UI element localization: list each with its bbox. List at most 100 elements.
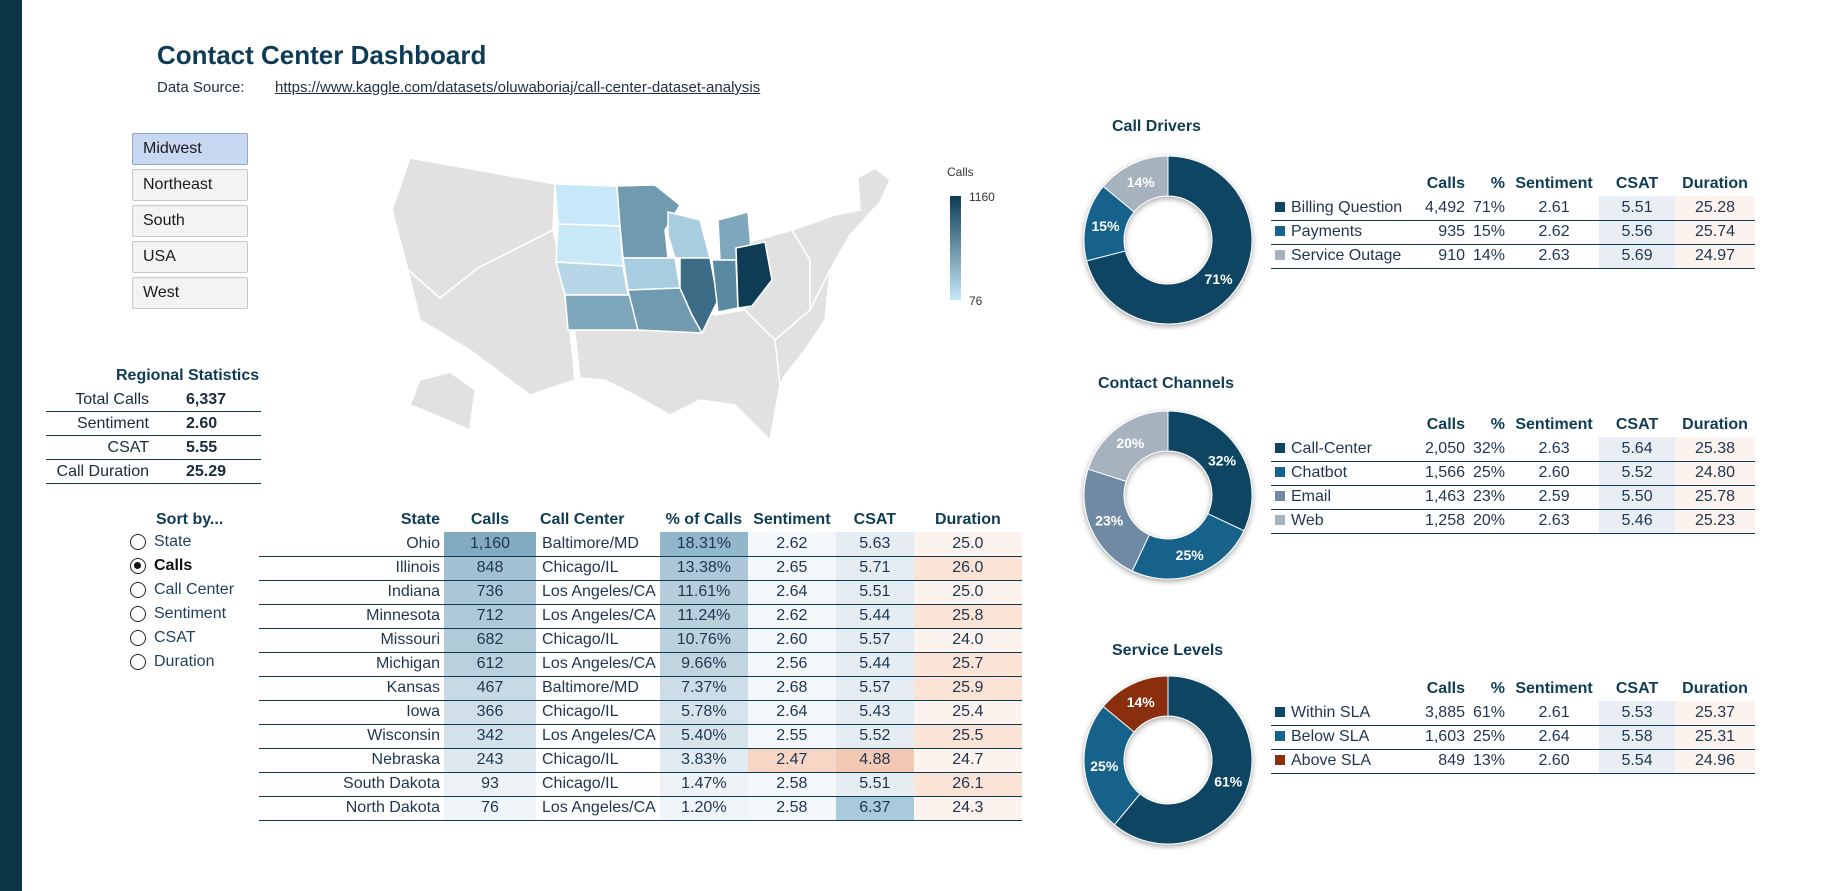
segment-col-header: CSAT bbox=[1615, 175, 1659, 192]
stat-label: CSAT bbox=[107, 439, 149, 456]
radio-circle[interactable] bbox=[130, 534, 146, 550]
donut-label: 25% bbox=[1176, 547, 1205, 563]
radio-circle[interactable] bbox=[130, 654, 146, 670]
segment-col-header: Sentiment bbox=[1515, 416, 1593, 433]
cell-duration: 24.97 bbox=[1675, 244, 1756, 269]
table-row: Minnesota 712 Los Angeles/CA 11.24% 2.62 5.44… bbox=[259, 604, 1022, 629]
donut-slice bbox=[1113, 675, 1253, 845]
donut-slice bbox=[1086, 155, 1253, 325]
region-slicer-west[interactable]: West bbox=[132, 277, 248, 309]
stat-label: Call Duration bbox=[56, 463, 149, 480]
region-slicer-usa[interactable]: USA bbox=[132, 241, 248, 273]
cell-pct: 15% bbox=[1469, 220, 1510, 245]
cell-pct-calls: 10.76% bbox=[659, 628, 748, 653]
cell-calls: 1,566 bbox=[1411, 461, 1469, 486]
cell-duration: 26.1 bbox=[913, 772, 1022, 797]
cell-pct: 71% bbox=[1469, 196, 1510, 221]
map-legend-max: 1160 bbox=[969, 190, 995, 204]
cell-call-center: Los Angeles/CA bbox=[536, 580, 660, 605]
map-southeast bbox=[774, 269, 831, 388]
segment-label: Payments bbox=[1291, 223, 1363, 240]
cell-csat: 5.51 bbox=[835, 580, 914, 605]
region-slicer-midwest[interactable]: Midwest bbox=[132, 133, 248, 165]
donut-label: 25% bbox=[1090, 758, 1119, 774]
state-table: State Calls Call Center % of Calls Senti… bbox=[259, 508, 1022, 821]
table-row: Service Outage 910 14% 2.63 5.69 24.97 bbox=[1271, 244, 1756, 269]
segment-header-row: Calls% Sentiment CSAT Duration bbox=[1271, 677, 1755, 701]
donut-label: 23% bbox=[1095, 512, 1124, 528]
region-slicer-south[interactable]: South bbox=[132, 205, 248, 237]
segment-label: Chatbot bbox=[1291, 464, 1348, 481]
cell-call-center: Los Angeles/CA bbox=[536, 724, 660, 749]
cell-duration: 24.3 bbox=[913, 796, 1022, 821]
cell-sentiment: 2.65 bbox=[747, 556, 836, 581]
radio-circle[interactable] bbox=[130, 606, 146, 622]
sort-option-calls[interactable]: Calls bbox=[130, 557, 192, 575]
cell-duration: 25.0 bbox=[913, 532, 1022, 557]
cell-calls: 342 bbox=[444, 724, 536, 749]
region-slicer-northeast[interactable]: Northeast bbox=[132, 169, 248, 201]
cell-duration: 25.0 bbox=[913, 580, 1022, 605]
map-legend-title: Calls bbox=[947, 165, 974, 179]
cell-sentiment: 2.56 bbox=[747, 652, 836, 677]
cell-csat: 5.63 bbox=[835, 532, 914, 557]
cell-call-center: Baltimore/MD bbox=[536, 532, 660, 557]
table-row: Wisconsin 342 Los Angeles/CA 5.40% 2.55 5.52 2… bbox=[259, 724, 1022, 749]
sort-option-sentiment[interactable]: Sentiment bbox=[130, 605, 226, 623]
cell-sentiment: 2.60 bbox=[1509, 461, 1600, 486]
radio-label: Calls bbox=[154, 557, 193, 574]
sort-option-duration[interactable]: Duration bbox=[130, 653, 214, 671]
cell-duration: 25.37 bbox=[1675, 701, 1756, 726]
donut-label: 14% bbox=[1127, 694, 1156, 710]
cell-sentiment: 2.55 bbox=[747, 724, 836, 749]
cell-pct-calls: 11.61% bbox=[659, 580, 748, 605]
sort-option-state[interactable]: State bbox=[130, 533, 191, 551]
cell-csat: 5.57 bbox=[835, 676, 914, 701]
cell-sentiment: 2.58 bbox=[747, 796, 836, 821]
cell-sentiment: 2.61 bbox=[1509, 196, 1600, 221]
cell-csat: 6.37 bbox=[835, 796, 914, 821]
segment-col-header: Duration bbox=[1682, 175, 1748, 192]
cell-pct-calls: 7.37% bbox=[659, 676, 748, 701]
cell-duration: 24.0 bbox=[913, 628, 1022, 653]
stat-call-duration: Call Duration 25.29 bbox=[46, 460, 261, 484]
table-row: Within SLA 3,885 61% 2.61 5.53 25.37 bbox=[1271, 701, 1756, 726]
legend-swatch bbox=[1275, 515, 1285, 525]
radio-label: Duration bbox=[154, 653, 215, 670]
cell-csat: 5.56 bbox=[1599, 220, 1676, 245]
cell-csat: 5.50 bbox=[1599, 485, 1676, 510]
segment-col-header: Calls bbox=[1426, 416, 1465, 433]
cell-sentiment: 2.64 bbox=[747, 580, 836, 605]
data-source-link[interactable]: https://www.kaggle.com/datasets/oluwabor… bbox=[275, 79, 761, 96]
cell-csat: 5.51 bbox=[835, 772, 914, 797]
call-drivers-donut: 71% 15% 14% bbox=[1083, 155, 1253, 325]
map-legend-scale bbox=[950, 196, 961, 300]
cell-calls: 2,050 bbox=[1411, 437, 1469, 462]
cell-calls: 910 bbox=[1411, 244, 1469, 269]
table-row: Michigan 612 Los Angeles/CA 9.66% 2.56 5.44 25… bbox=[259, 652, 1022, 677]
segment-name: Web bbox=[1271, 509, 1411, 534]
donut-slice bbox=[1167, 410, 1253, 532]
table-row: Billing Question 4,492 71% 2.61 5.51 25.28 bbox=[1271, 196, 1756, 221]
cell-duration: 26.0 bbox=[913, 556, 1022, 581]
radio-circle[interactable] bbox=[130, 558, 146, 574]
segment-label: Above SLA bbox=[1291, 752, 1372, 769]
cell-calls: 76 bbox=[444, 796, 536, 821]
sort-option-call-center[interactable]: Call Center bbox=[130, 581, 234, 599]
radio-circle[interactable] bbox=[130, 582, 146, 598]
segment-label: Email bbox=[1291, 488, 1332, 505]
radio-label: Call Center bbox=[154, 581, 235, 598]
col-header-call-center: Call Center bbox=[540, 511, 625, 528]
radio-circle[interactable] bbox=[130, 630, 146, 646]
cell-duration: 25.8 bbox=[913, 604, 1022, 629]
radio-label: State bbox=[154, 533, 192, 550]
sort-option-csat[interactable]: CSAT bbox=[130, 629, 195, 647]
cell-pct-calls: 11.24% bbox=[659, 604, 748, 629]
cell-duration: 24.80 bbox=[1675, 461, 1756, 486]
segment-col-header: CSAT bbox=[1615, 680, 1659, 697]
map-iowa bbox=[622, 257, 681, 291]
cell-sentiment: 2.61 bbox=[1509, 701, 1600, 726]
map-northeast bbox=[790, 167, 891, 311]
donut-slices bbox=[1083, 675, 1253, 845]
table-row: Missouri 682 Chicago/IL 10.76% 2.60 5.57 24.0 bbox=[259, 628, 1022, 653]
